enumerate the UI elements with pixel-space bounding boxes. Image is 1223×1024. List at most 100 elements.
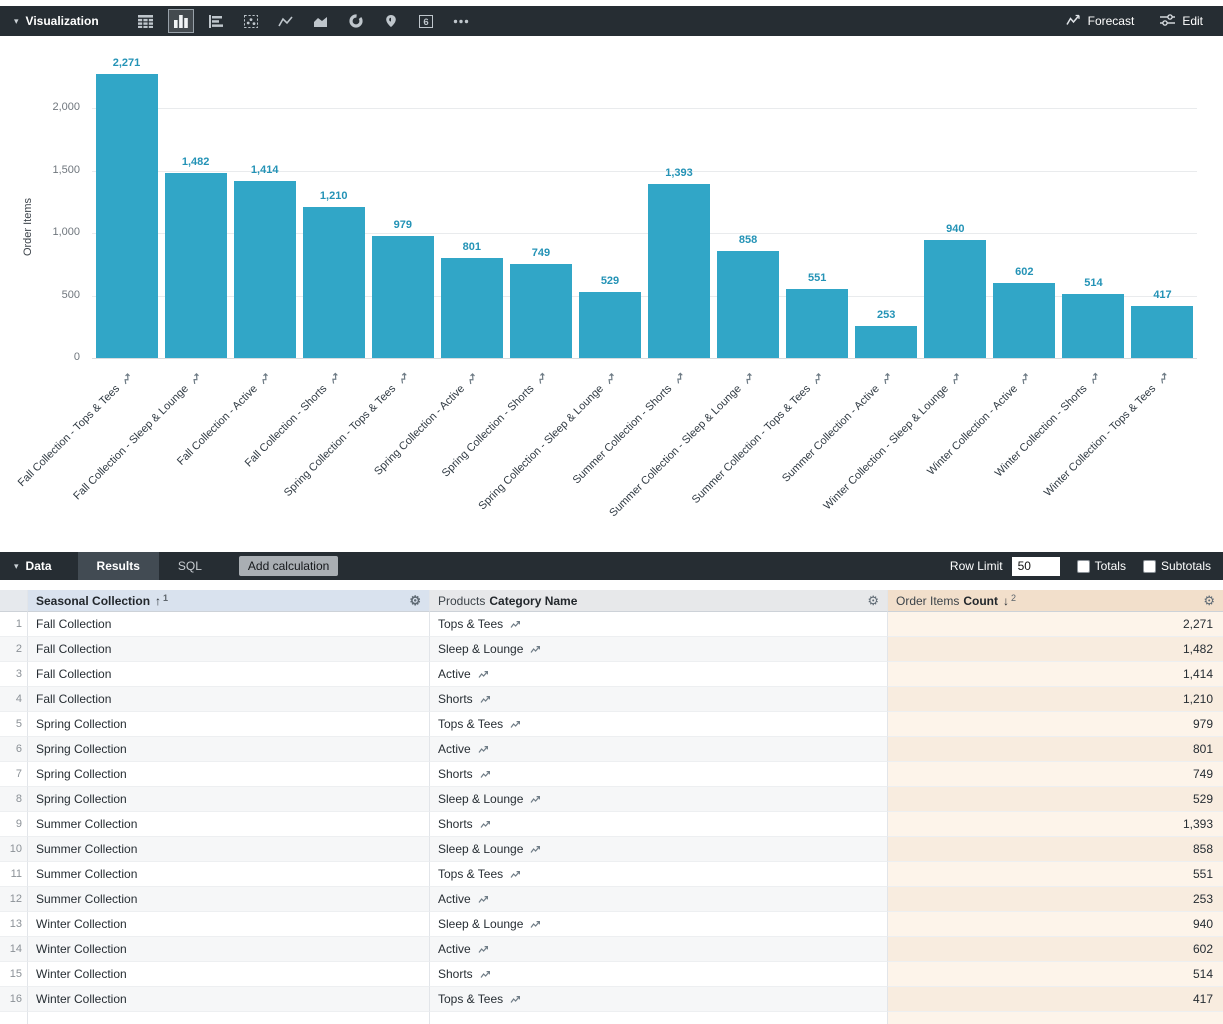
bar[interactable]	[578, 292, 641, 358]
collection-cell[interactable]: Winter Collection	[28, 912, 430, 937]
count-cell[interactable]: 551	[888, 862, 1223, 887]
x-axis-category-label[interactable]: Winter Collection - Tops & Tees	[1042, 370, 1171, 499]
table-icon[interactable]	[133, 9, 159, 33]
category-cell[interactable]: Shorts	[430, 962, 888, 987]
count-cell[interactable]: 801	[888, 737, 1223, 762]
count-cell[interactable]: 1,482	[888, 637, 1223, 662]
collection-cell[interactable]: Summer Collection	[28, 837, 430, 862]
category-cell[interactable]: Active	[430, 662, 888, 687]
count-cell[interactable]: 514	[888, 962, 1223, 987]
category-cell[interactable]: Shorts	[430, 812, 888, 837]
count-cell[interactable]: 2,271	[888, 612, 1223, 637]
x-axis-category-label[interactable]: Fall Collection - Sleep & Lounge	[72, 370, 204, 502]
x-axis-category-label[interactable]: Spring Collection - Sleep & Lounge	[476, 370, 618, 512]
count-cell[interactable]: 1,210	[888, 687, 1223, 712]
gear-icon[interactable]: ⚙	[409, 593, 421, 608]
category-cell[interactable]: Active	[430, 737, 888, 762]
totals-checkbox[interactable]	[1076, 559, 1090, 573]
count-cell[interactable]: 253	[888, 887, 1223, 912]
bar-chart-icon[interactable]	[203, 9, 229, 33]
category-cell[interactable]: Sleep & Lounge	[430, 787, 888, 812]
count-cell[interactable]: 602	[888, 937, 1223, 962]
count-cell[interactable]: 417	[888, 987, 1223, 1012]
category-cell[interactable]: Sleep & Lounge	[430, 637, 888, 662]
collection-cell[interactable]: Winter Collection	[28, 987, 430, 1012]
collection-cell[interactable]: Fall Collection	[28, 662, 430, 687]
x-axis-category-label[interactable]: Spring Collection - Shorts	[440, 370, 549, 479]
add-calculation-button[interactable]: Add calculation	[238, 556, 339, 576]
bar[interactable]	[1131, 306, 1194, 358]
x-axis-category-label[interactable]: Fall Collection - Tops & Tees	[16, 370, 135, 489]
collection-cell[interactable]: Spring Collection	[28, 787, 430, 812]
collection-cell[interactable]: Fall Collection	[28, 612, 430, 637]
x-axis-category-label[interactable]: Fall Collection - Active	[175, 370, 273, 468]
tab-results[interactable]: Results	[77, 552, 159, 580]
count-cell[interactable]: 749	[888, 762, 1223, 787]
collection-cell[interactable]: Winter Collection	[28, 962, 430, 987]
subtotals-checkbox[interactable]	[1142, 559, 1156, 573]
count-cell[interactable]: 979	[888, 712, 1223, 737]
bar[interactable]	[786, 289, 849, 358]
x-axis-category-label[interactable]: Winter Collection - Sleep & Lounge	[821, 370, 963, 512]
column-header-count[interactable]: Order Items Count ↓ 2 ⚙	[888, 590, 1223, 612]
count-cell[interactable]: 529	[888, 787, 1223, 812]
count-cell[interactable]: 1,393	[888, 812, 1223, 837]
column-chart-icon[interactable]	[167, 9, 194, 33]
category-cell[interactable]: Active	[430, 887, 888, 912]
collection-cell[interactable]: Spring Collection	[28, 712, 430, 737]
x-axis-category-label[interactable]: Winter Collection - Active	[925, 370, 1033, 478]
category-cell[interactable]: Active	[430, 937, 888, 962]
more-icon[interactable]	[448, 9, 474, 33]
bar[interactable]	[1062, 294, 1125, 358]
collapse-caret-icon[interactable]: ▾	[14, 560, 19, 571]
collection-cell[interactable]: Fall Collection	[28, 637, 430, 662]
category-cell[interactable]: Tops & Tees	[430, 987, 888, 1012]
x-axis-category-label[interactable]: Summer Collection - Sleep & Lounge	[607, 370, 756, 519]
bar[interactable]	[924, 240, 987, 358]
row-limit-input[interactable]	[1011, 556, 1060, 576]
x-axis-category-label[interactable]: Spring Collection - Active	[373, 370, 481, 478]
count-cell[interactable]: 940	[888, 912, 1223, 937]
category-cell[interactable]: Sleep & Lounge	[430, 912, 888, 937]
category-cell[interactable]: Shorts	[430, 762, 888, 787]
collection-cell[interactable]: Summer Collection	[28, 887, 430, 912]
count-cell[interactable]: 858	[888, 837, 1223, 862]
area-chart-icon[interactable]	[308, 9, 334, 33]
category-cell[interactable]: Tops & Tees	[430, 862, 888, 887]
bar[interactable]	[993, 283, 1056, 358]
category-cell[interactable]: Sleep & Lounge	[430, 837, 888, 862]
bar[interactable]	[509, 264, 572, 358]
column-header-category-name[interactable]: Products Category Name ⚙	[430, 590, 888, 612]
scatter-icon[interactable]	[238, 9, 264, 33]
bar[interactable]	[233, 181, 296, 358]
bar[interactable]	[440, 258, 503, 358]
category-cell[interactable]: Tops & Tees	[430, 612, 888, 637]
x-axis-category-label[interactable]: Spring Collection - Tops & Tees	[282, 370, 411, 499]
collection-cell[interactable]: Summer Collection	[28, 812, 430, 837]
collection-cell[interactable]: Fall Collection	[28, 687, 430, 712]
bar[interactable]	[164, 173, 227, 358]
bar[interactable]	[95, 74, 158, 358]
x-axis-category-label[interactable]: Fall Collection - Shorts	[243, 370, 343, 470]
edit-button[interactable]: Edit	[1160, 13, 1203, 29]
gear-icon[interactable]: ⚙	[867, 593, 879, 608]
category-cell[interactable]: Shorts	[430, 687, 888, 712]
collection-cell[interactable]: Summer Collection	[28, 862, 430, 887]
bar[interactable]	[648, 184, 711, 358]
collection-cell[interactable]: Spring Collection	[28, 762, 430, 787]
count-cell[interactable]: 1,414	[888, 662, 1223, 687]
collection-cell[interactable]: Spring Collection	[28, 737, 430, 762]
bar[interactable]	[855, 326, 918, 358]
x-axis-category-label[interactable]: Summer Collection - Tops & Tees	[690, 370, 826, 506]
bar[interactable]	[302, 207, 365, 358]
collection-cell[interactable]: Winter Collection	[28, 937, 430, 962]
gear-icon[interactable]: ⚙	[1203, 593, 1215, 608]
donut-chart-icon[interactable]	[343, 9, 369, 33]
x-axis-category-label[interactable]: Summer Collection - Active	[780, 370, 895, 485]
category-cell[interactable]: Tops & Tees	[430, 712, 888, 737]
bar[interactable]	[371, 236, 434, 358]
x-axis-category-label[interactable]: Winter Collection - Shorts	[992, 370, 1101, 479]
bar[interactable]	[717, 251, 780, 358]
single-value-icon[interactable]: 6	[413, 9, 439, 33]
x-axis-category-label[interactable]: Summer Collection - Shorts	[571, 370, 687, 486]
